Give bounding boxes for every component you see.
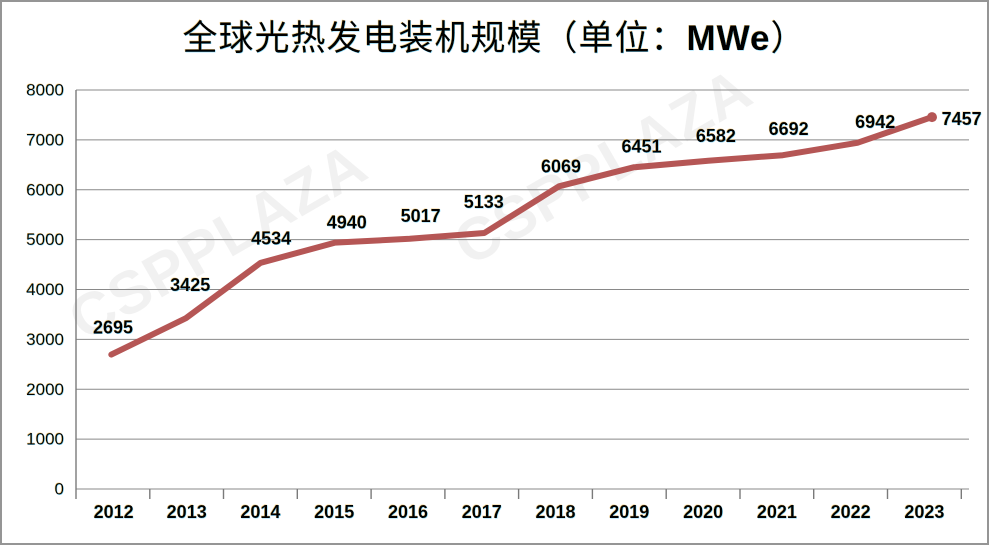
svg-text:2018: 2018	[535, 502, 575, 522]
svg-text:6069: 6069	[541, 157, 581, 177]
svg-text:6692: 6692	[769, 119, 809, 139]
svg-text:2021: 2021	[757, 502, 797, 522]
svg-text:0: 0	[55, 480, 64, 499]
svg-text:2014: 2014	[240, 502, 280, 522]
svg-text:7457: 7457	[942, 109, 982, 129]
svg-text:2012: 2012	[94, 502, 134, 522]
svg-text:2023: 2023	[904, 502, 944, 522]
svg-text:4940: 4940	[327, 212, 367, 232]
svg-text:2017: 2017	[462, 502, 502, 522]
svg-text:2022: 2022	[831, 502, 871, 522]
svg-text:2000: 2000	[26, 380, 64, 399]
svg-text:5000: 5000	[26, 230, 64, 249]
svg-text:4534: 4534	[251, 228, 291, 248]
svg-text:2019: 2019	[609, 502, 649, 522]
svg-text:6942: 6942	[855, 112, 895, 132]
svg-text:8000: 8000	[26, 81, 64, 100]
svg-text:2695: 2695	[93, 317, 133, 337]
svg-text:2020: 2020	[683, 502, 723, 522]
svg-text:3425: 3425	[170, 275, 210, 295]
svg-text:3000: 3000	[26, 330, 64, 349]
svg-text:4000: 4000	[26, 280, 64, 299]
svg-text:5017: 5017	[401, 206, 441, 226]
svg-text:2016: 2016	[388, 502, 428, 522]
svg-text:7000: 7000	[26, 130, 64, 149]
svg-text:1000: 1000	[26, 430, 64, 449]
svg-text:6582: 6582	[696, 126, 736, 146]
svg-text:6451: 6451	[621, 137, 661, 157]
svg-text:5133: 5133	[464, 192, 504, 212]
svg-text:2013: 2013	[167, 502, 207, 522]
svg-text:2015: 2015	[314, 502, 354, 522]
svg-text:6000: 6000	[26, 180, 64, 199]
